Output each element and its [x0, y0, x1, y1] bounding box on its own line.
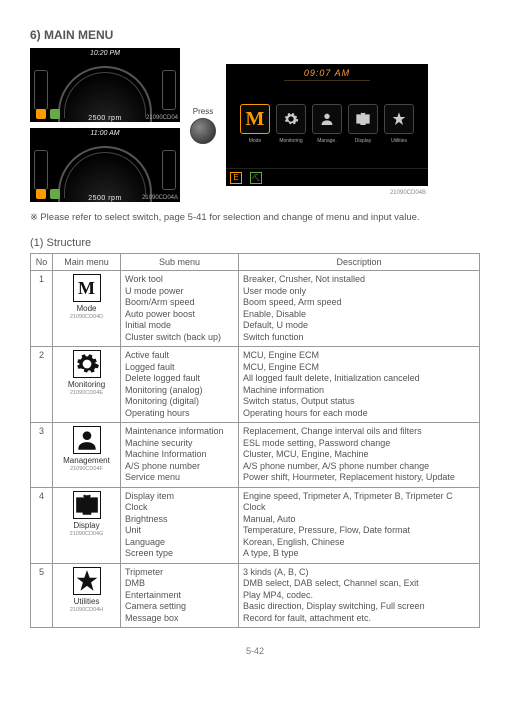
cell-description: Engine speed, Tripmeter A, Tripmeter B, … [239, 487, 480, 563]
cell-mainmenu: MMode21090CD04D [53, 271, 121, 347]
menu-time-icon: 09:07 AM [284, 68, 370, 81]
menu-icon-label: Monitoring [276, 138, 306, 144]
menu-icon-label: Manage. [312, 138, 342, 144]
mainmenu-display-icon [73, 491, 101, 519]
press-label: Press [193, 107, 213, 116]
cell-no: 5 [31, 563, 53, 628]
table-row: 1MMode21090CD04DWork toolU mode powerBoo… [31, 271, 480, 347]
press-indicator: Press [190, 107, 216, 144]
cell-description: 3 kinds (A, B, C)DMB select, DAB select,… [239, 563, 480, 628]
badge-tool-icon: ⛏ [250, 172, 262, 184]
cell-description: Replacement, Change interval oils and fi… [239, 423, 480, 488]
page-number: 5-42 [30, 646, 480, 656]
table-row: 2Monitoring21090CD04EActive faultLogged … [31, 347, 480, 423]
manage-icon[interactable] [312, 104, 342, 134]
utilities-icon[interactable] [384, 104, 414, 134]
cell-submenu: TripmeterDMBEntertainmentCamera settingM… [121, 563, 239, 628]
cluster-screen: 10:20 PM 2500 rpm 21090CD04 [30, 48, 180, 122]
menu-label-row: Mode Monitoring Manage. Display Utilities [226, 138, 428, 144]
cell-no: 2 [31, 347, 53, 423]
table-row: 3Management21090CD04FMaintenance informa… [31, 423, 480, 488]
menu-bottom-strip: E ⛏ [226, 168, 428, 186]
menu-icon-label: Utilities [384, 138, 414, 144]
menu-icon-label: Mode [240, 138, 270, 144]
table-row: 5Utilities21090CD04HTripmeterDMBEntertai… [31, 563, 480, 628]
cell-submenu: Work toolU mode powerBoom/Arm speedAuto … [121, 271, 239, 347]
menu-icon-label: Display [348, 138, 378, 144]
display-icon[interactable] [348, 104, 378, 134]
structure-table: NoMain menuSub menuDescription 1MMode210… [30, 253, 480, 628]
cluster-screens: 10:20 PM 2500 rpm 21090CD04 11:00 AM 250… [30, 48, 180, 202]
mainmenu-management-icon [73, 426, 101, 454]
main-menu-screen: 09:07 AM M Mode Monitoring Manage. Display U… [226, 64, 428, 186]
figure-row: 10:20 PM 2500 rpm 21090CD04 11:00 AM 250… [30, 48, 480, 202]
cell-mainmenu: Display21090CD04G [53, 487, 121, 563]
cell-submenu: Maintenance informationMachine securityM… [121, 423, 239, 488]
mode-icon[interactable]: M [240, 104, 270, 134]
note-text: ※ Please refer to select switch, page 5-… [30, 212, 480, 223]
mainmenu-mode-icon: M [73, 274, 101, 302]
ref-code: 21090CD04B [390, 190, 426, 196]
mainmenu-utilities-icon [73, 567, 101, 595]
cell-mainmenu: Monitoring21090CD04E [53, 347, 121, 423]
cell-description: Breaker, Crusher, Not installedUser mode… [239, 271, 480, 347]
cell-submenu: Active faultLogged faultDelete logged fa… [121, 347, 239, 423]
badge-e-icon: E [230, 172, 242, 184]
cell-no: 1 [31, 271, 53, 347]
table-header: Sub menu [121, 254, 239, 271]
cluster-screen: 11:00 AM 2500 rpm 21090CD04A [30, 128, 180, 202]
table-header: Main menu [53, 254, 121, 271]
cell-no: 3 [31, 423, 53, 488]
monitoring-icon[interactable] [276, 104, 306, 134]
cell-submenu: Display itemClockBrightnessUnitLanguageS… [121, 487, 239, 563]
cell-mainmenu: Utilities21090CD04H [53, 563, 121, 628]
structure-heading: (1) Structure [30, 237, 480, 249]
press-button-icon [190, 118, 216, 144]
table-row: 4Display21090CD04GDisplay itemClockBrigh… [31, 487, 480, 563]
section-heading: 6) MAIN MENU [30, 28, 480, 42]
menu-icon-row: M [226, 104, 428, 134]
cell-mainmenu: Management21090CD04F [53, 423, 121, 488]
table-header: Description [239, 254, 480, 271]
cell-description: MCU, Engine ECMMCU, Engine ECMAll logged… [239, 347, 480, 423]
mainmenu-monitoring-icon [73, 350, 101, 378]
cell-no: 4 [31, 487, 53, 563]
table-header: No [31, 254, 53, 271]
